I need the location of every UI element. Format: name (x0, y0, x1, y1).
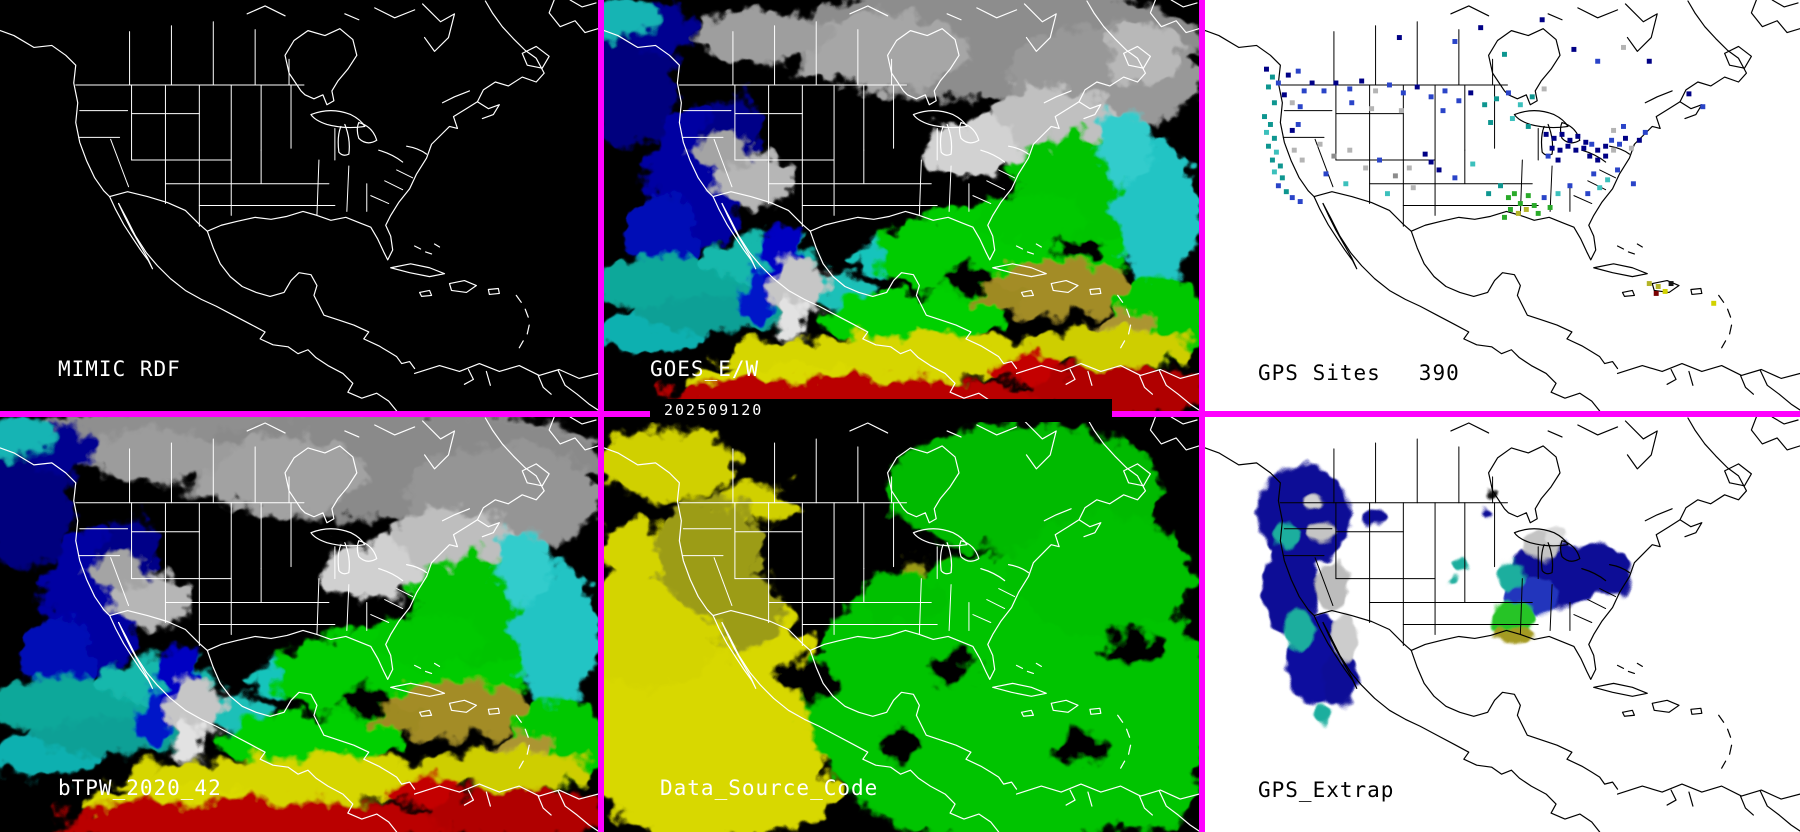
panel-goes-ew[interactable]: GOES_E/W (604, 0, 1199, 411)
panel-label-mimic-rdf: MIMIC RDF (58, 357, 181, 381)
btpw-field (0, 417, 598, 832)
panel-label-data-source-code: Data_Source_Code (660, 776, 879, 800)
panel-label-btpw: bTPW_2020_42 (58, 776, 222, 800)
timestamp-bar: 202509120 (650, 399, 1112, 422)
panel-label-gps-extrap: GPS_Extrap (1258, 778, 1395, 802)
panel-mimic-rdf[interactable]: MIMIC RDF (0, 0, 598, 411)
panel-data-source-code[interactable]: Data_Source_Code (604, 417, 1199, 832)
basemap-mimic-rdf (0, 0, 598, 411)
panel-label-gps-sites: GPS Sites 390 (1258, 360, 1460, 386)
gps-extrap-field (1256, 464, 1633, 724)
panel-btpw[interactable]: bTPW_2020_42 (0, 417, 598, 832)
gps-site-markers (1262, 17, 1717, 306)
panel-gps-extrap[interactable]: GPS_Extrap (1205, 417, 1800, 832)
data-source-field (604, 422, 1199, 832)
panel-label-goes-ew: GOES_E/W (650, 357, 760, 381)
basemap-gps-sites (1205, 0, 1800, 411)
gps-sites-label: GPS Sites (1258, 361, 1381, 385)
panel-gps-sites[interactable]: GPS Sites 390 (1205, 0, 1800, 411)
goes-tpw-field (604, 0, 1199, 411)
gps-sites-count: 390 (1418, 361, 1460, 385)
timestamp-text: 202509120 (664, 401, 764, 419)
